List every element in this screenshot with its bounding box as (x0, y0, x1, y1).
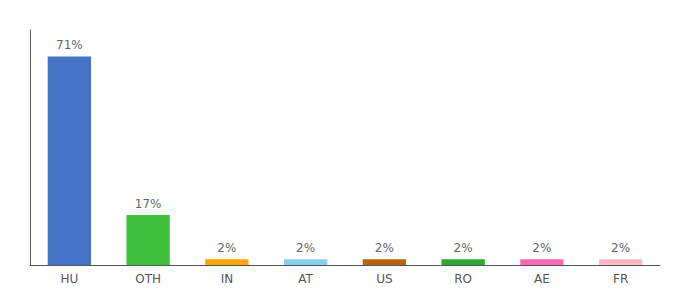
svg-text:2%: 2% (375, 241, 394, 255)
svg-text:2%: 2% (454, 241, 473, 255)
svg-text:RO: RO (454, 272, 472, 286)
svg-text:AE: AE (534, 272, 550, 286)
svg-text:OTH: OTH (135, 272, 161, 286)
svg-text:HU: HU (60, 272, 78, 286)
svg-text:2%: 2% (296, 241, 315, 255)
svg-text:IN: IN (221, 272, 234, 286)
svg-text:FR: FR (613, 272, 628, 286)
svg-text:AT: AT (298, 272, 313, 286)
svg-text:2%: 2% (611, 241, 630, 255)
svg-text:2%: 2% (532, 241, 551, 255)
svg-text:US: US (376, 272, 392, 286)
svg-text:17%: 17% (135, 197, 162, 211)
svg-text:2%: 2% (217, 241, 236, 255)
svg-text:71%: 71% (56, 38, 83, 52)
